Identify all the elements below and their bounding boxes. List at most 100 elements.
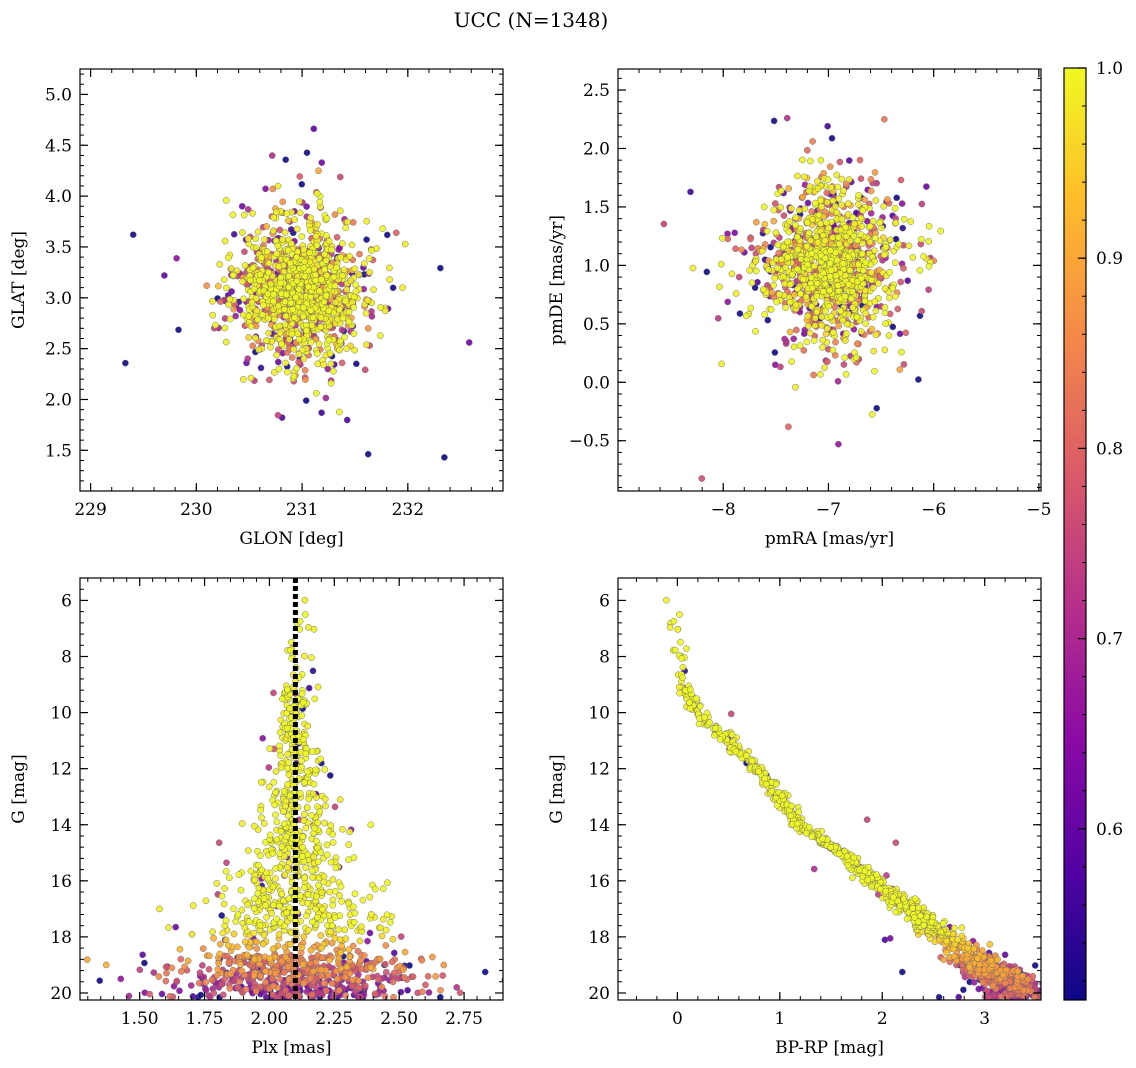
data-point	[892, 292, 899, 300]
data-point	[313, 190, 321, 197]
data-point	[329, 831, 336, 838]
data-point	[859, 240, 866, 247]
data-point	[803, 338, 811, 346]
data-point	[814, 239, 822, 246]
data-point	[263, 337, 270, 344]
data-point	[339, 240, 346, 247]
data-point	[833, 208, 841, 216]
data-point	[823, 219, 830, 227]
data-point	[272, 788, 279, 796]
data-point	[829, 197, 837, 205]
data-point	[823, 189, 831, 197]
data-point	[300, 817, 308, 824]
data-point	[280, 820, 288, 828]
data-point	[313, 350, 321, 358]
data-point	[219, 991, 227, 999]
x-tick-label: −6	[921, 500, 946, 520]
data-point	[284, 217, 292, 224]
data-point	[300, 933, 308, 941]
data-point	[265, 259, 273, 267]
data-point	[314, 913, 321, 921]
data-point	[239, 229, 246, 236]
data-point	[367, 911, 375, 918]
data-point	[441, 454, 448, 461]
data-point	[342, 935, 350, 943]
data-point	[335, 346, 343, 354]
data-point	[751, 284, 759, 292]
data-point	[801, 205, 809, 213]
data-point	[349, 976, 356, 984]
data-point	[286, 941, 294, 948]
data-point	[257, 806, 265, 814]
data-point	[336, 173, 344, 181]
data-point	[827, 247, 834, 255]
data-point	[351, 890, 359, 898]
data-point	[361, 366, 369, 374]
data-point	[259, 734, 267, 742]
data-point	[304, 722, 312, 730]
data-point	[277, 828, 285, 835]
data-point	[732, 245, 739, 253]
data-point	[361, 982, 369, 990]
data-point	[315, 167, 322, 175]
data-point	[203, 282, 211, 290]
data-point	[937, 227, 945, 235]
data-point	[839, 260, 847, 268]
data-point	[258, 866, 266, 874]
data-point	[689, 264, 697, 272]
data-point	[786, 218, 793, 225]
data-point	[276, 742, 283, 750]
data-point	[249, 264, 257, 272]
data-point	[350, 304, 358, 311]
data-point	[840, 361, 848, 368]
data-point	[826, 259, 834, 267]
data-point	[267, 343, 274, 351]
data-point	[222, 338, 230, 346]
data-point	[813, 308, 821, 316]
data-point	[274, 358, 282, 366]
data-point	[390, 993, 397, 1000]
data-point	[255, 861, 262, 869]
data-point	[262, 185, 269, 193]
data-point	[295, 350, 303, 358]
data-point	[289, 306, 297, 313]
y-tick-label: 20	[50, 984, 72, 1004]
data-point	[325, 336, 333, 344]
data-point	[900, 264, 907, 272]
data-point	[276, 322, 284, 330]
data-point	[918, 307, 926, 315]
data-point	[282, 312, 290, 320]
data-point	[437, 993, 444, 1000]
data-point	[897, 176, 905, 184]
data-point	[340, 266, 348, 274]
data-point	[166, 992, 174, 1000]
data-point	[378, 983, 386, 991]
data-point	[331, 803, 339, 811]
data-point	[845, 157, 853, 164]
data-point	[386, 264, 393, 272]
data-point	[223, 952, 231, 960]
data-point	[358, 923, 365, 931]
data-point	[871, 169, 879, 176]
data-point	[748, 244, 755, 252]
data-point	[780, 273, 787, 280]
data-point	[820, 288, 827, 295]
data-point	[807, 274, 815, 281]
data-point	[226, 315, 234, 323]
data-point	[256, 921, 264, 929]
data-point	[269, 849, 277, 857]
data-point	[345, 318, 353, 326]
y-tick-label: 16	[50, 872, 72, 892]
data-point	[880, 251, 888, 259]
data-point	[400, 966, 407, 973]
data-point	[266, 376, 273, 384]
data-point	[777, 256, 785, 263]
data-point	[225, 301, 232, 308]
data-point	[731, 229, 739, 237]
data-point	[752, 218, 760, 226]
data-point	[301, 596, 309, 604]
data-point	[273, 250, 281, 258]
data-point	[275, 931, 283, 938]
data-point	[833, 171, 841, 179]
data-point	[304, 851, 312, 859]
